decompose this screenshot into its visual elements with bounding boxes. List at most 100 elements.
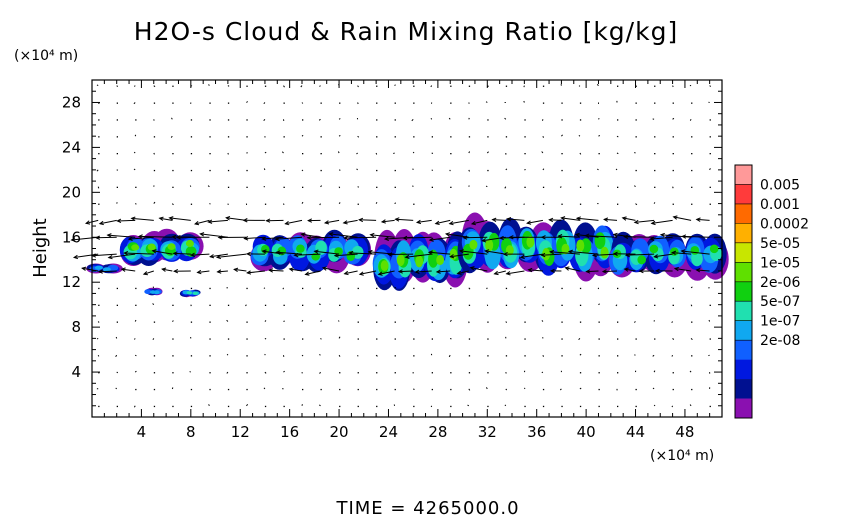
wind-vector: [505, 388, 508, 391]
wind-dot: [654, 169, 656, 172]
wind-dot: [172, 338, 174, 340]
wind-dot: [227, 405, 230, 408]
wind-vector: [301, 134, 304, 137]
colorbar-label: 2e-06: [760, 275, 800, 291]
wind-vector: [486, 202, 489, 205]
wind-vector: [653, 202, 656, 204]
wind-vector: [301, 319, 304, 322]
wind-dot: [357, 372, 359, 374]
wind-dot: [190, 153, 193, 155]
wind-vector: [319, 287, 321, 290]
wind-vector: [541, 253, 562, 256]
wind-dot: [691, 355, 693, 357]
wind-arrowhead: [261, 236, 267, 241]
wind-vector: [171, 387, 174, 390]
wind-vector: [131, 217, 154, 221]
wind-vector: [359, 219, 377, 221]
wind-dot: [598, 388, 600, 391]
wind-dot: [598, 321, 600, 323]
cloud-cell: [131, 244, 140, 251]
wind-arrowhead: [612, 232, 618, 238]
wind-dot: [431, 388, 433, 391]
wind-arrowhead: [387, 252, 393, 257]
wind-vector: [506, 270, 525, 275]
wind-dot: [617, 186, 619, 188]
wind-dot: [524, 321, 526, 323]
wind-vector: [542, 355, 544, 357]
wind-dot: [561, 355, 563, 357]
wind-vector: [708, 319, 711, 322]
wind-vector: [134, 319, 137, 322]
wind-arrowhead: [557, 234, 563, 239]
wind-dot: [209, 169, 211, 172]
wind-vector: [690, 338, 693, 341]
wind-dot: [672, 102, 674, 104]
wind-dot: [691, 102, 693, 104]
wind-dot: [487, 338, 489, 340]
wind-vector: [152, 286, 155, 289]
wind-dot: [320, 136, 322, 138]
y-tick-label: 8: [71, 318, 81, 336]
wind-arrowhead: [469, 266, 475, 271]
wind-dot: [654, 85, 656, 87]
wind-dot: [561, 405, 563, 408]
wind-vector: [314, 250, 340, 255]
wind-vector: [344, 236, 377, 239]
wind-dot: [654, 136, 656, 138]
wind-dot: [617, 338, 619, 340]
wind-dot: [376, 102, 378, 104]
wind-vector: [263, 118, 266, 122]
wind-dot: [579, 304, 582, 306]
wind-vector: [357, 85, 359, 88]
wind-dot: [505, 287, 508, 290]
wind-vector: [650, 236, 673, 240]
wind-dot: [709, 304, 711, 306]
wind-arrowhead: [394, 217, 400, 222]
colorbar-label: 0.005: [760, 178, 800, 194]
wind-vector: [116, 202, 118, 204]
cloud-cell: [167, 243, 176, 251]
wind-dot: [598, 153, 600, 155]
wind-dot: [413, 338, 415, 340]
wind-dot: [617, 119, 619, 121]
cloud-region: [250, 229, 372, 274]
wind-arrowhead: [449, 254, 455, 259]
wind-vector: [598, 118, 600, 120]
wind-dot: [654, 186, 656, 188]
wind-dot: [654, 304, 656, 306]
wind-dot: [153, 405, 156, 408]
wind-vector: [394, 84, 396, 86]
wind-vector: [542, 136, 544, 138]
wind-vector: [107, 234, 136, 238]
wind-arrowhead: [328, 232, 334, 237]
cloud-cell: [415, 255, 424, 268]
wind-arrowhead: [680, 249, 686, 254]
wind-vector: [485, 387, 488, 390]
wind-dot: [524, 136, 526, 138]
wind-vector: [690, 304, 693, 307]
wind-vector: [541, 320, 544, 322]
wind-vector: [448, 117, 451, 120]
wind-dot: [561, 153, 563, 155]
wind-vector: [264, 337, 267, 340]
wind-vector: [430, 202, 433, 204]
wind-vector: [598, 134, 601, 137]
wind-arrowhead: [612, 251, 618, 257]
wind-dot: [283, 405, 285, 408]
wind-vector: [200, 233, 228, 238]
wind-vector: [674, 268, 692, 272]
wind-dot: [654, 153, 656, 155]
wind-arrowhead: [564, 266, 570, 271]
wind-dot: [339, 388, 341, 391]
wind-dot: [635, 338, 637, 340]
wind-dot: [376, 338, 378, 340]
wind-arrowhead: [72, 254, 79, 260]
wind-vector: [412, 388, 415, 390]
wind-dot: [209, 119, 211, 121]
wind-arrowhead: [225, 216, 231, 221]
wind-dot: [487, 372, 489, 374]
wind-dot: [98, 287, 100, 290]
wind-arrowhead: [621, 216, 627, 221]
wind-vector: [320, 320, 322, 322]
wind-vector: [395, 218, 414, 221]
